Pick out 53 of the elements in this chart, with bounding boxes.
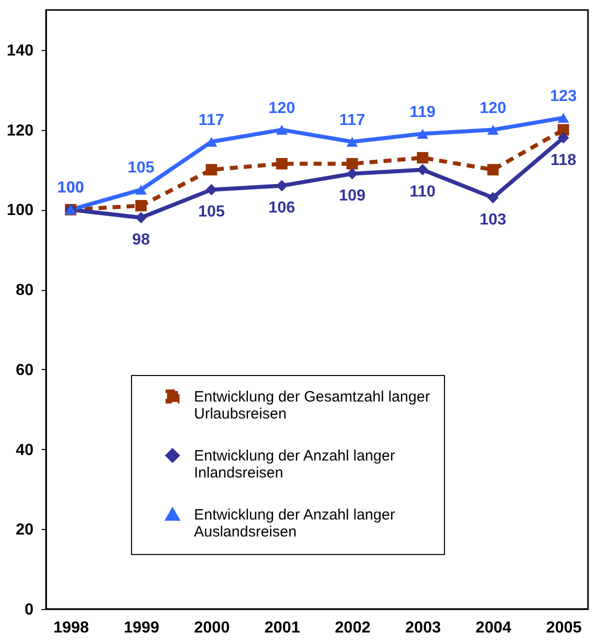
legend-label: Entwicklung der Anzahl langer Inlandsreisen	[194, 448, 395, 482]
data-label: 109	[338, 188, 366, 205]
point	[135, 212, 147, 224]
y-tick-label: 100	[6, 202, 34, 220]
y-tick-label: 80	[16, 282, 34, 300]
legend-label: Entwicklung der Anzahl langer Auslandsreisen	[194, 506, 395, 540]
legend-label: Entwicklung der Gesamtzahl langer Urlaubsreisen	[194, 388, 430, 422]
x-tick-label: 2002	[334, 620, 371, 636]
y-tick-label: 140	[6, 42, 34, 60]
data-label: 105	[128, 160, 154, 177]
y-tick-label: 20	[16, 522, 34, 539]
data-label: 105	[198, 204, 225, 221]
data-label: 117	[198, 112, 224, 129]
point	[206, 136, 218, 147]
point	[558, 112, 570, 123]
data-label: 110	[410, 184, 436, 201]
data-label: 120	[268, 100, 296, 117]
y-tick-label: 120	[6, 122, 34, 140]
point	[346, 168, 358, 180]
point	[276, 124, 288, 135]
y-tick-label: 60	[16, 362, 34, 379]
x-tick-label: 2004	[476, 620, 512, 636]
y-tick-label: 0	[24, 602, 34, 618]
data-label: 98	[132, 232, 150, 249]
point	[487, 124, 499, 135]
x-tick-label: 2003	[405, 620, 441, 636]
data-label: 120	[480, 100, 506, 117]
data-label: 117	[339, 112, 366, 129]
x-tick-label: 2001	[264, 620, 300, 636]
y-tick-label: 40	[16, 442, 34, 459]
point	[487, 192, 499, 204]
data-label: 100	[57, 180, 84, 197]
data-label: 119	[410, 104, 436, 121]
point	[135, 200, 147, 212]
data-label: 103	[480, 212, 506, 229]
point	[206, 164, 218, 176]
point	[416, 128, 428, 139]
point	[346, 158, 358, 170]
point	[558, 124, 570, 136]
point	[558, 132, 570, 144]
point	[346, 136, 358, 147]
point	[276, 180, 288, 192]
data-label: 118	[550, 152, 576, 169]
data-label: 123	[550, 88, 577, 105]
x-tick-label: 1999	[124, 620, 160, 636]
point	[276, 158, 288, 170]
data-label: 106	[268, 200, 296, 217]
x-tick-label: 2005	[546, 620, 582, 636]
point	[416, 152, 428, 164]
point	[135, 184, 147, 195]
x-tick-label: 2000	[194, 620, 230, 636]
x-tick-label: 1998	[53, 620, 90, 636]
point	[487, 164, 499, 176]
